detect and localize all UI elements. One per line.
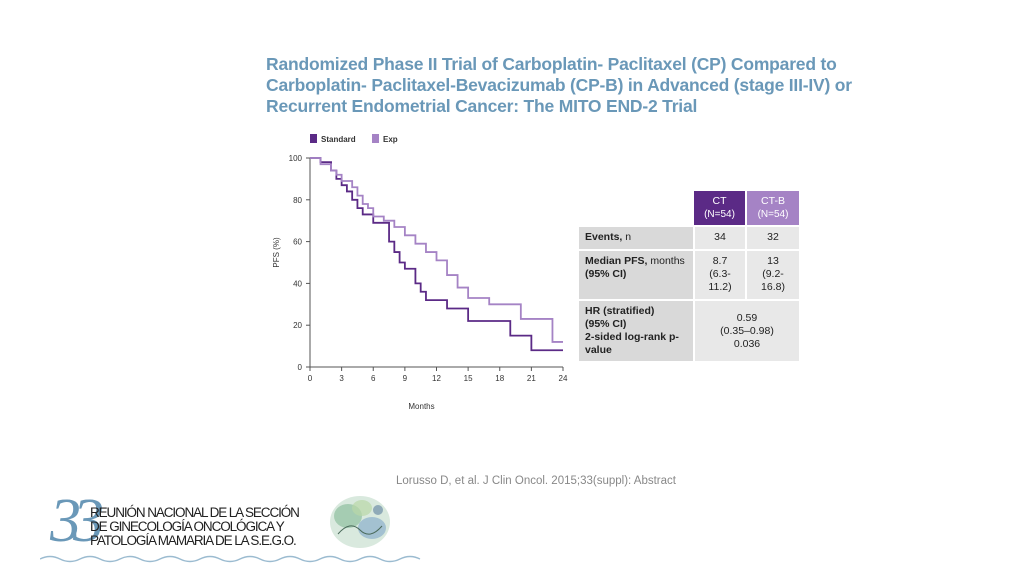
y-tick-label: 80 [293,196,302,205]
results-table: CT (N=54) CT-B (N=54) Events, n 34 32 Me… [579,191,799,361]
row-median-label: Median PFS, months (95% CI) [579,249,695,300]
title-line-3: Recurrent Endometrial Cancer: The MITO E… [266,96,698,116]
header-ct: CT (N=54) [694,191,747,226]
row-events-label: Events, n [579,225,695,250]
x-tick-label: 12 [432,374,441,383]
slide-title: Randomized Phase II Trial of Carboplatin… [266,54,866,117]
pfs-kaplan-meier-chart: 0 20 40 60 80 100 0 3 6 9 12 15 18 21 24 Months PFS (%) S… [272,134,568,411]
row-events-ctb: 32 [746,225,799,250]
x-tick-label: 3 [339,374,344,383]
legend-swatch-exp [372,134,379,143]
header-ctb-group: CT-B [761,195,785,207]
table-row: Median PFS, months (95% CI) 8.7 (6.3- 11.… [579,249,799,300]
row-events-ct: 34 [694,225,747,250]
y-tick-label: 40 [293,279,302,288]
meeting-logo: 33 REUNIÓN NACIONAL DE LA SECCIÓN DE GIN… [40,490,480,576]
legend-swatch-standard [310,134,317,143]
x-tick-label: 21 [527,374,536,383]
logo-line-2: DE GINECOLOGÍA ONCOLÓGICA Y [90,519,285,534]
logo-text: REUNIÓN NACIONAL DE LA SECCIÓN DE GINECO… [90,505,300,548]
x-tick-label: 0 [308,374,313,383]
watercolor-illustration-icon [330,496,390,548]
y-tick-label: 20 [293,321,302,330]
header-ctb: CT-B (N=54) [746,191,799,226]
citation: Lorusso D, et al. J Clin Oncol. 2015;33(… [396,475,676,487]
row-median-ct: 8.7 (6.3- 11.2) [694,249,747,300]
x-tick-label: 18 [495,374,504,383]
table-row: HR (stratified) (95% CI) 2-sided log-ran… [579,299,799,361]
x-tick-label: 9 [403,374,408,383]
header-ctb-n: (N=54) [757,209,789,220]
legend-label-standard: Standard [321,135,356,144]
header-ct-n: (N=54) [704,209,735,220]
logo-line-1: REUNIÓN NACIONAL DE LA SECCIÓN [90,505,300,520]
y-tick-label: 100 [289,154,303,163]
header-ct-group: CT [712,195,727,207]
row-median-ctb: 13 (9.2- 16.8) [746,249,799,300]
x-tick-label: 24 [559,374,568,383]
series-line-exp [310,157,563,343]
y-tick-label: 60 [293,238,302,247]
row-hr-label: HR (stratified) (95% CI) 2-sided log-ran… [579,299,695,361]
table-corner [579,191,694,226]
logo-line-3: PATOLOGÍA MAMARIA DE LA S.E.G.O. [90,533,297,548]
logo-number: 33 [50,487,104,555]
decorative-wave-line [40,555,421,563]
title-line-2: Carboplatin- Paclitaxel-Bevacizumab (CP-… [266,75,852,95]
legend-label-exp: Exp [383,135,398,144]
x-axis-label: Months [408,402,434,411]
y-tick-label: 0 [298,363,303,372]
row-hr-values: 0.59 (0.35–0.98) 0.036 [694,299,799,361]
x-tick-label: 6 [371,374,376,383]
y-axis-label: PFS (%) [272,237,281,268]
x-tick-label: 15 [464,374,473,383]
title-line-1: Randomized Phase II Trial of Carboplatin… [266,54,837,74]
table-row: Events, n 34 32 [579,225,799,250]
